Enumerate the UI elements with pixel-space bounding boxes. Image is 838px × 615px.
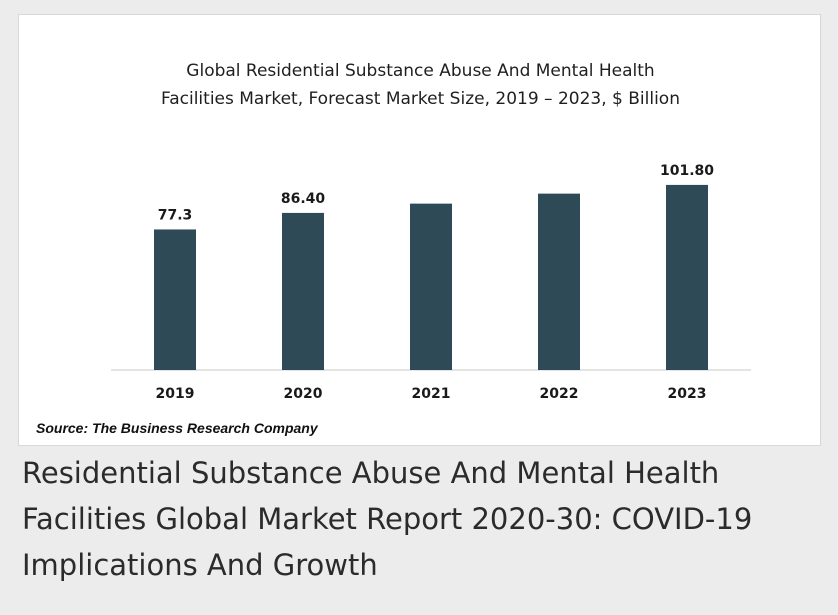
x-tick-label-2021: 2021 xyxy=(412,386,451,402)
bar-chart: 2019 77.3 2020 86.40 2021 2022 2023 101.80 xyxy=(111,163,751,402)
x-tick-label-2022: 2022 xyxy=(540,386,579,402)
data-label-2019: 77.3 xyxy=(158,207,193,223)
x-tick-label-2023: 2023 xyxy=(668,386,707,402)
chart-title: Global Residential Substance Abuse And M… xyxy=(19,57,822,113)
bar-2019[interactable] xyxy=(154,229,196,370)
bar-2022[interactable] xyxy=(538,193,580,370)
bar-2020[interactable] xyxy=(282,212,324,370)
chart-panel: Global Residential Substance Abuse And M… xyxy=(18,14,821,446)
source-note: Source: The Business Research Company xyxy=(36,420,318,436)
x-tick-label-2020: 2020 xyxy=(284,386,323,402)
x-tick-label-2019: 2019 xyxy=(156,386,195,402)
chart-title-line-1: Global Residential Substance Abuse And M… xyxy=(186,61,655,81)
data-label-2023: 101.80 xyxy=(660,163,714,179)
bar-2023[interactable] xyxy=(666,184,708,370)
bar-2021[interactable] xyxy=(410,203,452,370)
chart-title-line-2: Facilities Market, Forecast Market Size,… xyxy=(161,89,680,109)
data-label-2020: 86.40 xyxy=(281,191,326,207)
report-title-caption[interactable]: Residential Substance Abuse And Mental H… xyxy=(22,456,753,582)
